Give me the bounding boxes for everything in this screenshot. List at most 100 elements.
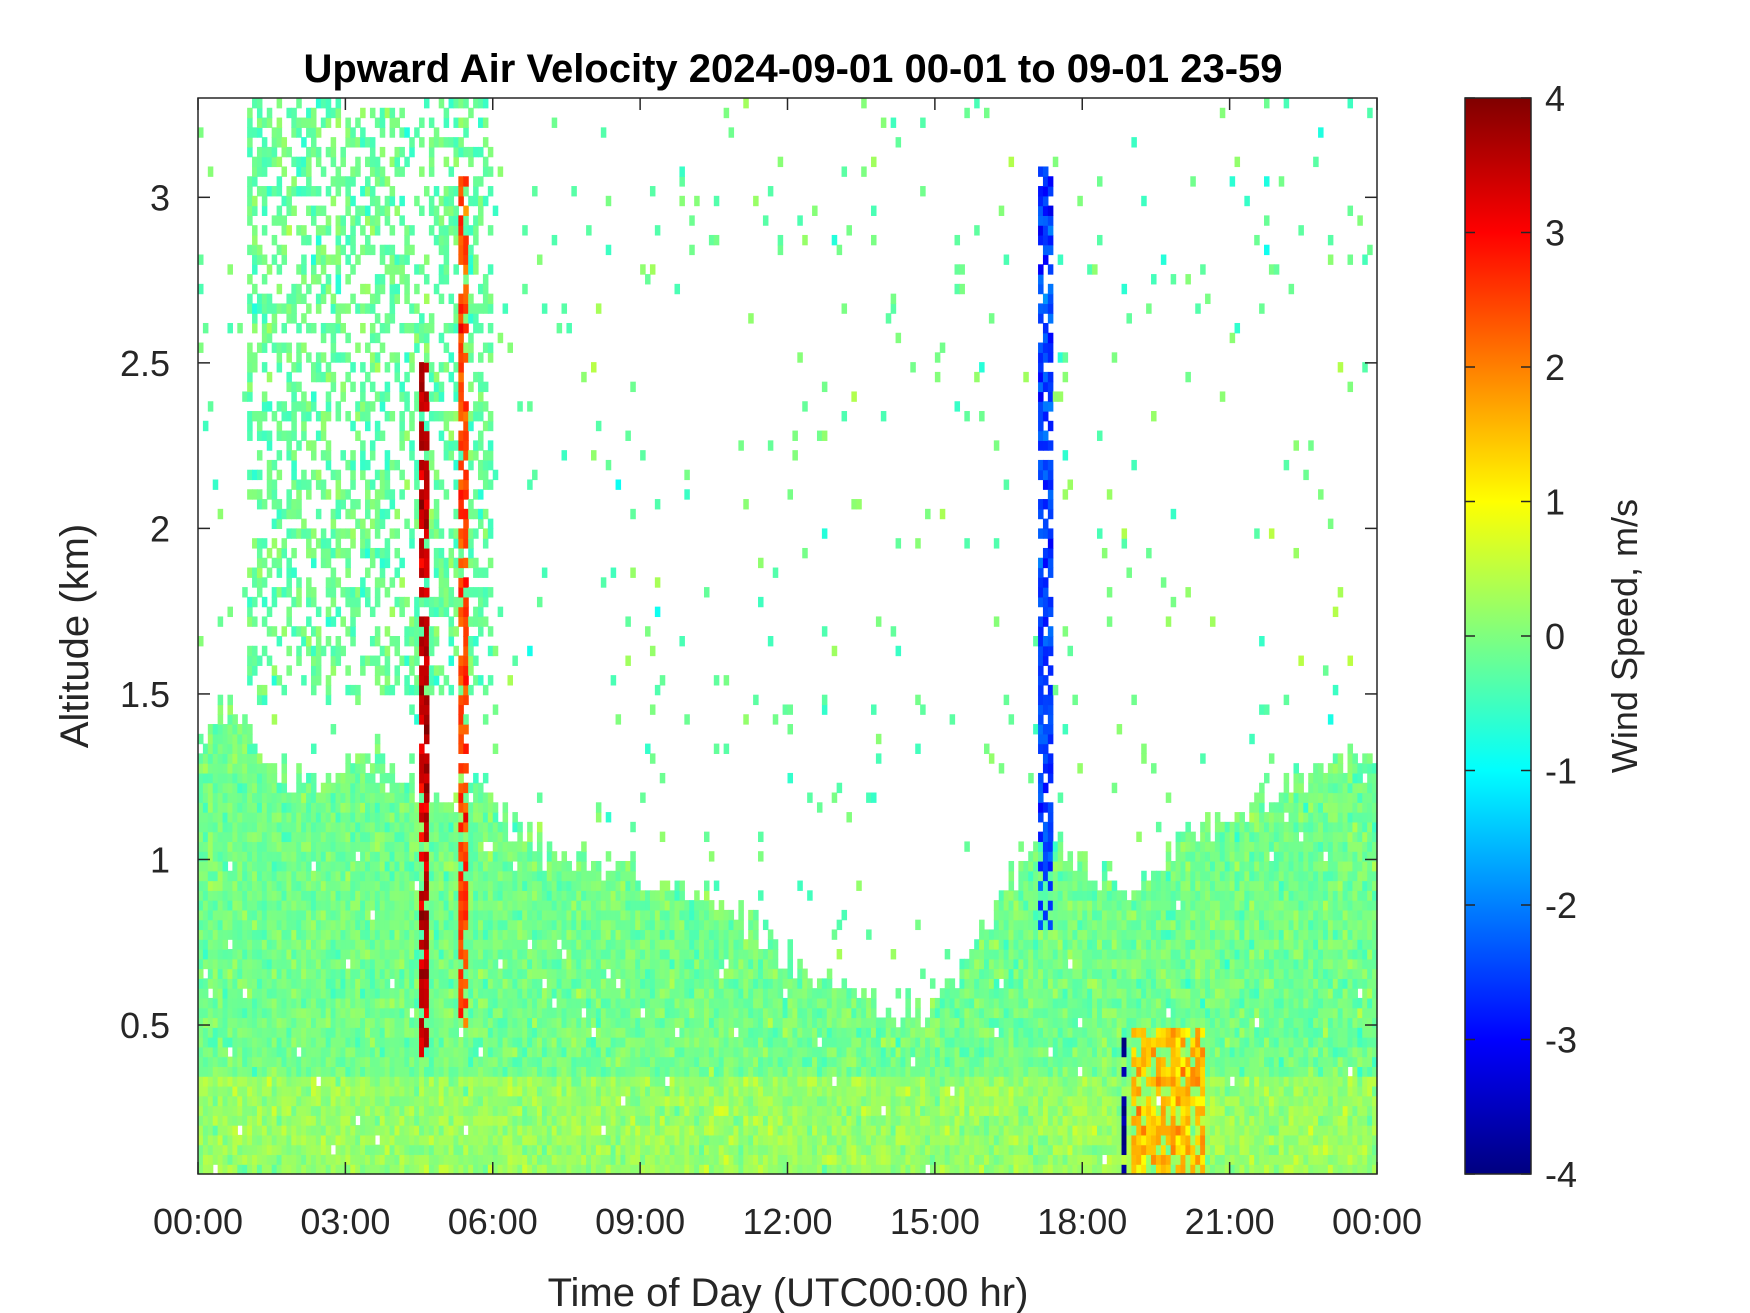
heatmap-cell bbox=[546, 1056, 553, 1067]
heatmap-cell bbox=[389, 1046, 396, 1058]
heatmap-cell bbox=[458, 655, 464, 666]
heatmap-cell bbox=[242, 1046, 248, 1058]
heatmap-cell bbox=[438, 1037, 445, 1048]
heatmap-cell bbox=[571, 909, 577, 921]
heatmap-cell bbox=[365, 880, 371, 891]
heatmap-cell bbox=[463, 176, 469, 187]
heatmap-cell bbox=[522, 890, 528, 901]
heatmap-cell bbox=[600, 880, 607, 891]
heatmap-cell bbox=[512, 939, 518, 950]
heatmap-cell bbox=[635, 909, 641, 921]
heatmap-cell bbox=[605, 900, 612, 911]
heatmap-cell bbox=[291, 802, 297, 813]
heatmap-cell bbox=[335, 1134, 342, 1146]
heatmap-cell bbox=[291, 411, 297, 422]
heatmap-cell bbox=[330, 587, 337, 598]
heatmap-cell bbox=[586, 1125, 592, 1136]
heatmap-cell bbox=[640, 1046, 646, 1058]
heatmap-cell bbox=[320, 225, 327, 236]
heatmap-cell bbox=[301, 1095, 307, 1107]
heatmap-cell bbox=[301, 821, 307, 833]
heatmap-cell bbox=[365, 567, 371, 578]
heatmap-cell bbox=[487, 186, 494, 197]
heatmap-cell bbox=[379, 127, 386, 138]
heatmap-cell bbox=[256, 753, 263, 764]
heatmap-cell bbox=[340, 909, 346, 921]
heatmap-cell bbox=[419, 430, 425, 441]
heatmap-cell bbox=[379, 821, 386, 833]
heatmap-cell bbox=[453, 1105, 459, 1116]
heatmap-cell bbox=[595, 919, 602, 931]
heatmap-cell bbox=[212, 1144, 219, 1156]
heatmap-cell bbox=[561, 1007, 568, 1019]
heatmap-cell bbox=[256, 577, 263, 588]
heatmap-cell bbox=[635, 919, 641, 931]
heatmap-cell bbox=[222, 929, 229, 940]
heatmap-cell bbox=[561, 1134, 568, 1146]
heatmap-cell bbox=[271, 146, 278, 158]
heatmap-cell bbox=[315, 234, 322, 246]
heatmap-cell bbox=[296, 528, 302, 539]
heatmap-cell bbox=[433, 1095, 440, 1107]
heatmap-cell bbox=[360, 381, 366, 393]
heatmap-cell bbox=[453, 1164, 459, 1175]
heatmap-cell bbox=[453, 968, 459, 979]
heatmap-cell bbox=[404, 352, 410, 363]
heatmap-cell bbox=[478, 890, 484, 901]
heatmap-cell bbox=[423, 831, 430, 843]
heatmap-cell bbox=[414, 1115, 420, 1126]
heatmap-cell bbox=[532, 1125, 538, 1136]
heatmap-cell bbox=[448, 1017, 455, 1028]
heatmap-cell bbox=[468, 508, 474, 520]
heatmap-cell bbox=[433, 841, 440, 852]
heatmap-cell bbox=[625, 1056, 631, 1067]
heatmap-cell bbox=[345, 557, 351, 569]
heatmap-cell bbox=[335, 107, 342, 119]
heatmap-cell bbox=[512, 1095, 518, 1107]
heatmap-cell bbox=[369, 518, 376, 529]
heatmap-cell bbox=[630, 1095, 636, 1107]
heatmap-cell bbox=[438, 821, 445, 833]
heatmap-cell bbox=[551, 1115, 558, 1126]
heatmap-cell bbox=[595, 1164, 602, 1175]
heatmap-cell bbox=[482, 860, 489, 872]
heatmap-cell bbox=[247, 949, 253, 960]
heatmap-cell bbox=[522, 909, 528, 921]
heatmap-cell bbox=[428, 391, 435, 402]
heatmap-cell bbox=[256, 802, 263, 813]
heatmap-cell bbox=[468, 870, 474, 882]
heatmap-cell bbox=[394, 978, 401, 989]
heatmap-cell bbox=[355, 831, 361, 843]
heatmap-cell bbox=[261, 225, 268, 236]
heatmap-cell bbox=[414, 890, 420, 901]
heatmap-cell bbox=[242, 1007, 248, 1019]
heatmap-cell bbox=[458, 98, 464, 109]
heatmap-cell bbox=[423, 587, 430, 598]
heatmap-cell bbox=[532, 1154, 538, 1165]
heatmap-cell bbox=[198, 988, 204, 999]
heatmap-cell bbox=[256, 1125, 263, 1136]
heatmap-cell bbox=[433, 1134, 440, 1146]
heatmap-cell bbox=[360, 587, 366, 598]
heatmap-cell bbox=[276, 420, 283, 432]
heatmap-cell bbox=[261, 978, 268, 989]
heatmap-cell bbox=[291, 156, 297, 168]
heatmap-cell bbox=[605, 1164, 612, 1175]
heatmap-cell bbox=[428, 156, 435, 168]
heatmap-cell bbox=[620, 860, 626, 872]
heatmap-cell bbox=[507, 1154, 513, 1165]
heatmap-cell bbox=[271, 518, 278, 529]
heatmap-cell bbox=[271, 919, 278, 931]
heatmap-cell bbox=[517, 821, 523, 833]
heatmap-cell bbox=[404, 401, 410, 412]
heatmap-cell bbox=[389, 127, 396, 138]
heatmap-cell bbox=[389, 1134, 396, 1146]
heatmap-cell bbox=[468, 156, 474, 168]
heatmap-cell bbox=[369, 107, 376, 119]
heatmap-cell bbox=[242, 802, 248, 813]
heatmap-cell bbox=[482, 988, 489, 999]
heatmap-cell bbox=[468, 587, 474, 598]
heatmap-cell bbox=[581, 890, 587, 901]
heatmap-cell bbox=[482, 1164, 489, 1175]
heatmap-cell bbox=[384, 508, 391, 520]
